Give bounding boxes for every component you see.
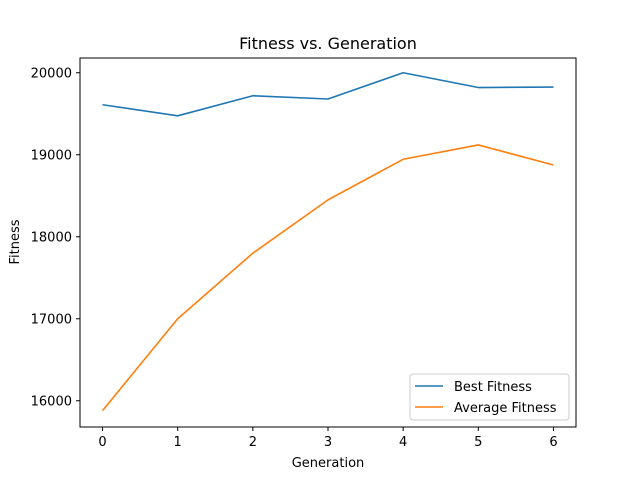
legend-label-best-fitness: Best Fitness	[454, 380, 532, 395]
plot-frame	[79, 57, 577, 428]
y-tick-label: 19000	[31, 148, 72, 163]
y-tick-label: 17000	[31, 312, 72, 327]
x-tick-label: 0	[98, 435, 106, 450]
x-tick-label: 3	[324, 435, 332, 450]
y-tick-label: 20000	[31, 66, 72, 81]
legend-label-average-fitness: Average Fitness	[454, 401, 557, 416]
series-line-best-fitness	[102, 71, 554, 117]
plot-lines	[101, 71, 554, 412]
y-axis-label: Fitness	[8, 219, 23, 264]
x-tick-label: 1	[174, 435, 182, 450]
y-tick-label: 16000	[31, 394, 72, 409]
x-tick-label: 2	[249, 435, 257, 450]
x-tick-label: 5	[474, 435, 482, 450]
x-tick-label: 6	[549, 435, 557, 450]
legend: Best Fitness Average Fitness	[409, 373, 570, 421]
series-line-average-fitness	[101, 144, 554, 412]
x-tick-label: 4	[399, 435, 407, 450]
chart-title: Fitness vs. Generation	[239, 34, 417, 53]
x-axis-label: Generation	[292, 456, 365, 471]
y-tick-label: 18000	[31, 230, 72, 245]
x-axis-ticks: 0 1 2 3 4 5 6	[98, 427, 558, 450]
y-axis-ticks: 16000 17000 18000 19000 20000	[31, 66, 80, 409]
legend-box	[409, 373, 570, 421]
